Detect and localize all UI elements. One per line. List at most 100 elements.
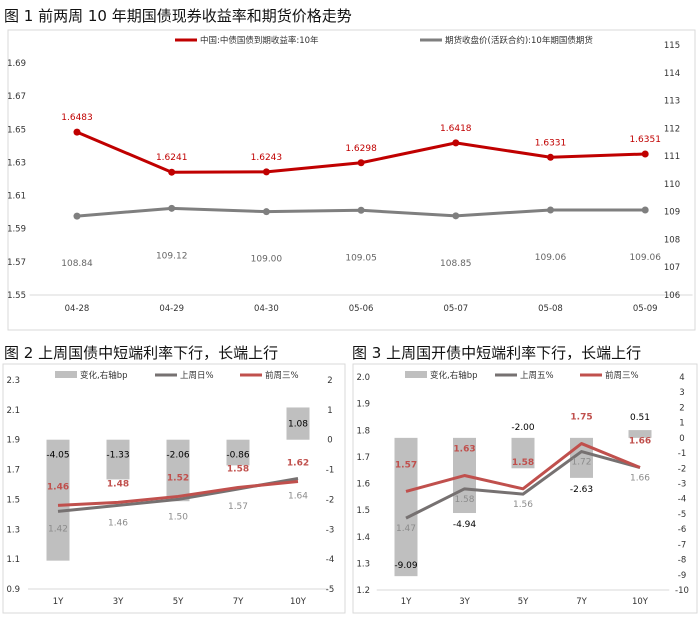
chart1-series-data-label: 1.6418: [440, 124, 472, 134]
chart3-left-tick-label: 1.7: [356, 453, 370, 463]
chart2-x-tick-label: 7Y: [233, 597, 244, 607]
chart1-series-point: [73, 212, 81, 220]
chart3-series-data-label: 1.58: [512, 458, 534, 468]
chart3-series-data-label: 1.72: [571, 458, 591, 468]
chart2-left-tick-label: 1.9: [6, 436, 20, 446]
chart3-right-tick-label: -4: [678, 495, 686, 505]
chart2-left-tick-label: 1.1: [6, 555, 20, 565]
chart2-series-data-label: 1.52: [167, 473, 189, 483]
chart1-x-tick-label: 04-29: [159, 304, 184, 314]
chart3-bar-data-label: -4.94: [453, 520, 477, 530]
chart2-right-tick-label: -2: [326, 495, 334, 505]
chart1-right-tick-label: 107: [664, 263, 680, 273]
chart2-left-tick-label: 2.1: [6, 406, 20, 416]
chart3-legend-swatch: [405, 371, 427, 378]
chart3-right-tick-label: -7: [678, 540, 686, 550]
chart3-right-tick-label: 4: [679, 373, 684, 383]
chart1-series-data-label: 1.6351: [629, 135, 661, 145]
chart1-series-point: [262, 208, 270, 216]
chart3-series-data-label: 1.57: [395, 460, 417, 470]
chart3-bar-data-label: -2.00: [511, 423, 535, 433]
chart3-left-tick-label: 1.3: [356, 559, 370, 569]
chart3-series-data-label: 1.66: [630, 474, 650, 484]
chart3-x-tick-label: 1Y: [401, 597, 412, 607]
chart1-series-point: [357, 159, 365, 167]
chart2-right-tick-label: 0: [327, 436, 332, 446]
chart1-left-tick-label: 1.65: [7, 125, 26, 135]
chart2-series-line: [57, 480, 299, 507]
chart1-frame: [7, 29, 696, 331]
chart1-series-point: [641, 150, 649, 158]
chart3-legend-label: 前周三%: [605, 370, 639, 381]
chart1-series-point: [168, 204, 176, 212]
chart1-right-tick-label: 114: [664, 69, 680, 79]
chart2-series-data-label: 1.46: [47, 482, 69, 492]
chart3-frame: [352, 363, 698, 614]
chart1-series-data-label: 1.6331: [535, 138, 567, 148]
chart1-series-data-label: 109.06: [535, 253, 567, 263]
chart2-x-tick-label: 3Y: [113, 597, 124, 607]
chart1-left-tick-label: 1.55: [7, 291, 26, 301]
chart1-series-data-label: 1.6243: [251, 153, 283, 163]
chart1-left-tick-label: 1.67: [7, 92, 26, 102]
chart3-right-tick-label: -10: [675, 586, 689, 596]
chart1-right-tick-label: 108: [664, 235, 680, 245]
chart1-series-point: [168, 168, 176, 176]
chart2-bar-data-label: -0.86: [226, 451, 250, 461]
chart2-right-tick-label: 2: [327, 376, 332, 386]
chart3-series-data-label: 1.47: [396, 524, 416, 534]
chart3-bar: [394, 437, 418, 577]
chart1-x-tick-label: 05-06: [349, 304, 374, 314]
chart3-x-tick-label: 5Y: [518, 597, 529, 607]
chart2-series-data-label: 1.62: [287, 459, 309, 469]
chart2-x-tick-label: 5Y: [173, 597, 184, 607]
chart3-left-tick-label: 1.9: [356, 400, 370, 410]
chart1-series-data-label: 109.05: [345, 253, 377, 263]
chart2-bar-data-label: -2.06: [166, 451, 190, 461]
chart3-left-tick-label: 2.0: [356, 373, 370, 383]
chart3-left-tick-label: 1.4: [356, 533, 370, 543]
chart2-left-tick-label: 2.3: [6, 376, 20, 386]
chart1-right-tick-label: 106: [664, 291, 680, 301]
chart2-right-tick-label: -3: [326, 525, 334, 535]
chart2-bar: [46, 439, 70, 561]
chart2-series-data-label: 1.57: [228, 502, 248, 512]
chart2-series-data-label: 1.46: [108, 518, 128, 528]
chart3-series-data-label: 1.56: [513, 500, 533, 510]
chart1-series-data-label: 109.00: [251, 255, 283, 265]
chart2-series-data-label: 1.48: [107, 479, 129, 489]
chart1-right-tick-label: 110: [664, 180, 680, 190]
chart2-x-tick-label: 1Y: [53, 597, 64, 607]
chart2-bar: [286, 407, 310, 440]
chart1-title: 图 1 前两周 10 年期国债现券收益率和期货价格走势: [4, 7, 352, 25]
chart2-left-tick-label: 1.7: [6, 466, 20, 476]
chart2-series-data-label: 1.42: [48, 524, 68, 534]
chart3-bar-data-label: -9.09: [394, 561, 418, 571]
chart2-bar-data-label: -4.05: [46, 451, 69, 461]
chart2-bar-data-label: -1.33: [106, 451, 129, 461]
chart2-bar-data-label: 1.08: [288, 420, 308, 430]
chart3-right-tick-label: 0: [679, 434, 684, 444]
chart1-series-point: [262, 168, 270, 176]
chart2-bar: [226, 439, 250, 466]
chart1-series-data-label: 1.6298: [345, 144, 377, 154]
chart1-series-point: [452, 139, 460, 147]
chart1-series-data-label: 1.6241: [156, 153, 188, 163]
chart2-right-tick-label: 1: [327, 406, 332, 416]
chart2-series-data-label: 1.50: [168, 512, 188, 522]
chart1-x-tick-label: 05-08: [538, 304, 563, 314]
chart2-left-tick-label: 0.9: [6, 585, 20, 595]
chart1-series-point: [452, 212, 460, 220]
chart3-series-line: [405, 450, 641, 520]
chart3-bar: [511, 437, 535, 469]
chart1-left-tick-label: 1.59: [7, 225, 26, 235]
chart3-left-tick-label: 1.6: [356, 480, 370, 490]
chart2-legend-label: 前周三%: [265, 370, 299, 381]
chart2-frame: [2, 363, 346, 614]
chart1-series-point: [547, 153, 554, 161]
chart1-series-point: [547, 206, 554, 214]
chart3-bar: [628, 430, 652, 438]
chart3-series-data-label: 1.58: [454, 495, 474, 505]
chart3-x-tick-label: 3Y: [459, 597, 470, 607]
